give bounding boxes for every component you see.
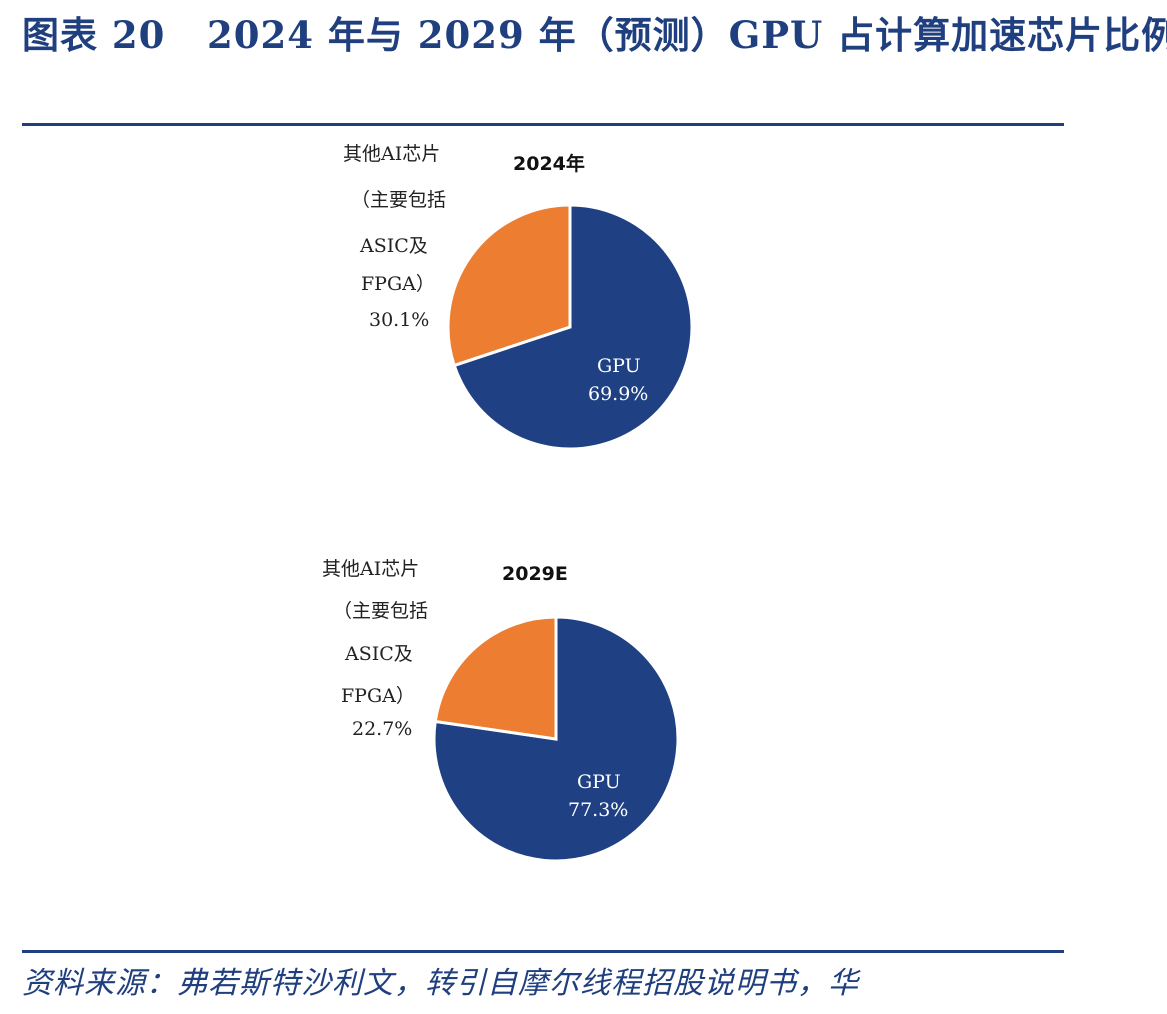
- pie-chart-2029: 2029E 其他AI芯片 （主要包括 ASIC及 FPGA） 22.7% GPU…: [140, 545, 930, 947]
- other-label-line-1: 其他AI芯片: [322, 558, 419, 580]
- gpu-label: GPU: [597, 355, 641, 377]
- gpu-value-label: 69.9%: [588, 383, 648, 405]
- chart-title: 2029E: [502, 563, 568, 585]
- title-underline: [22, 123, 1064, 126]
- source-rule: [22, 950, 1064, 953]
- source-note: 资料来源：弗若斯特沙利文，转引自摩尔线程招股说明书，华: [22, 966, 859, 1001]
- other-label-line-2: （主要包括: [351, 189, 446, 211]
- gpu-label: GPU: [577, 771, 621, 793]
- chart-title: 2024年: [513, 152, 585, 175]
- other-label-line-4: FPGA）: [361, 273, 435, 295]
- figure-title: 图表 20 2024 年与 2029 年（预测）GPU 占计算加速芯片比例: [22, 13, 1167, 57]
- pie-slices: [432, 615, 680, 863]
- pie-slice-gpu: [452, 203, 694, 451]
- pie-slice-other-ai-chips: [446, 203, 572, 368]
- other-label-line-1: 其他AI芯片: [343, 143, 440, 165]
- pie-slice-other-ai-chips: [433, 615, 558, 741]
- other-value-label: 30.1%: [369, 309, 429, 331]
- other-label-line-2: （主要包括: [333, 600, 428, 622]
- other-label-line-3: ASIC及: [344, 643, 413, 665]
- other-label-line-3: ASIC及: [359, 235, 428, 257]
- pie-chart-2029-svg: 2029E 其他AI芯片 （主要包括 ASIC及 FPGA） 22.7% GPU…: [322, 558, 680, 863]
- pie-chart-2024-svg: 2024年 其他AI芯片 （主要包括 ASIC及 FPGA） 30.1% GPU…: [343, 143, 694, 451]
- gpu-value-label: 77.3%: [568, 799, 628, 821]
- pie-slice-gpu: [432, 615, 680, 863]
- pie-slices: [446, 203, 694, 451]
- other-label-line-4: FPGA）: [341, 685, 415, 707]
- other-value-label: 22.7%: [352, 718, 412, 740]
- pie-chart-2024: 2024年 其他AI芯片 （主要包括 ASIC及 FPGA） 30.1% GPU…: [155, 130, 945, 540]
